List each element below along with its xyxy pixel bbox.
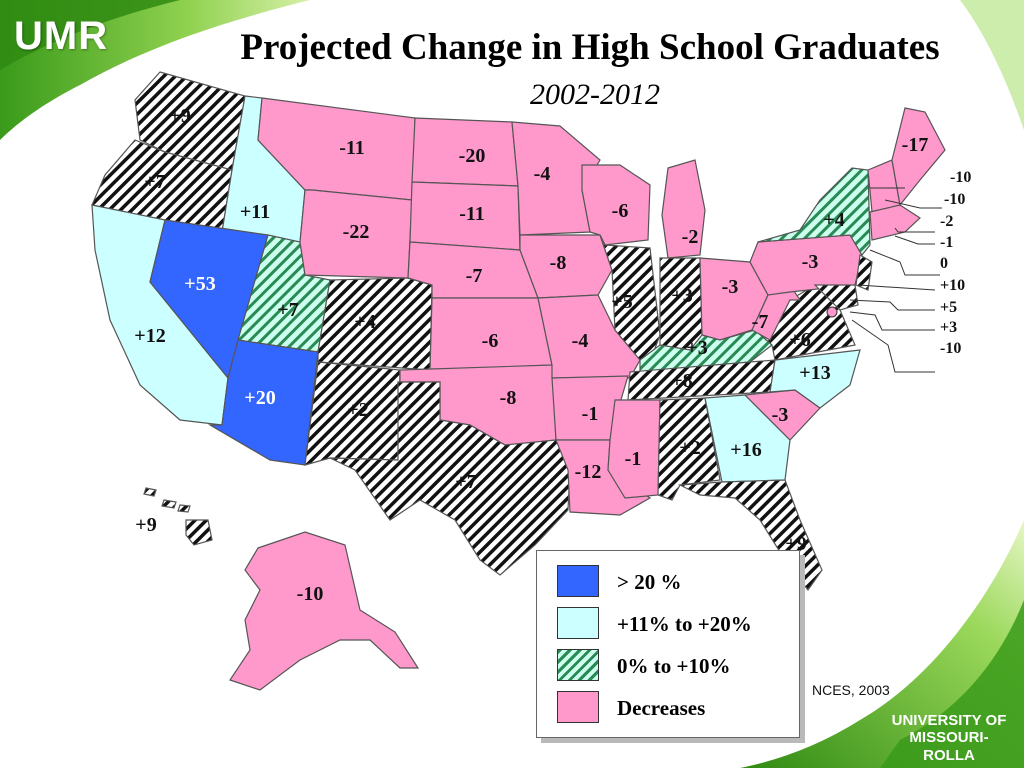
state-az [207,339,319,466]
ne-callout-9: -10 [940,340,962,357]
label-hi: +9 [135,514,157,536]
label-nm: +2 [347,399,369,421]
ne-callout-8: +3 [940,319,958,336]
state-mo [537,294,641,379]
state-me [891,107,946,207]
label-co: +4 [354,311,376,333]
label-nd: -20 [458,145,486,167]
ne-callout-1: -10 [950,169,972,186]
label-ny: +4 [823,209,845,231]
legend: > 20 % +11% to +20% 0% to +10% Decreases [536,550,800,738]
label-al: +2 [679,437,701,459]
label-ca: +12 [134,325,166,347]
label-id: +11 [239,201,271,223]
label-nv: +53 [184,273,216,295]
label-ks: -6 [481,330,499,352]
ne-callout-2: -10 [944,191,966,208]
label-mi: -2 [681,226,699,248]
label-ar: -1 [581,403,599,425]
university-line-2: MISSOURI-ROLLA [909,729,989,764]
ne-callout-4: -1 [940,234,954,251]
ne-callout-6: +10 [940,277,966,294]
ne-callout-5: 0 [940,255,948,272]
legend-label: 0% to +10% [617,654,731,678]
label-tx: +7 [455,471,477,493]
label-tn: +8 [671,370,693,392]
ne-callout-3: -2 [940,213,954,230]
university-logo-text: UNIVERSITY OF MISSOURI-ROLLA [884,712,1014,764]
ne-callout-lines [849,187,942,373]
label-il: +5 [611,291,633,313]
map-subtitle: 2002-2012 [530,78,660,111]
label-ok: -8 [499,387,517,409]
label-me: -17 [901,134,929,156]
label-ms: -1 [624,448,642,470]
legend-swatch-light-cyan [557,607,599,639]
state-tx [329,381,571,576]
label-wi: -6 [611,200,629,222]
legend-swatch-green-hatch [557,649,599,681]
state-ga [704,394,791,483]
label-wy: -22 [342,221,370,243]
label-az: +20 [244,387,276,409]
legend-label: Decreases [617,696,706,720]
state-ak [229,531,420,691]
state-ma-ct-ri [869,204,921,241]
source-citation: NCES, 2003 [812,682,890,698]
label-nc: +13 [799,362,831,384]
legend-swatch-blue [557,565,599,597]
legend-label: +11% to +20% [617,612,752,636]
label-ia: -8 [549,252,567,274]
label-or: +7 [144,171,166,193]
state-hi [143,487,213,546]
label-la: -12 [574,461,602,483]
label-ne: -7 [465,265,483,287]
university-line-1: UNIVERSITY OF [891,712,1007,729]
umr-logo: UMR [14,14,109,58]
label-mo: -4 [571,330,589,352]
state-fl [677,479,823,592]
label-fl: +9 [785,533,807,555]
dc-marker [826,306,838,318]
label-ut: +7 [277,299,299,321]
label-ga: +16 [730,439,762,461]
label-wa: +9 [169,105,191,127]
label-in: +3 [671,285,693,307]
ne-callout-7: +5 [940,299,958,316]
map-title: Projected Change in High School Graduate… [240,27,940,68]
label-mn: -4 [533,163,551,185]
label-sd: -11 [459,203,485,225]
label-pa: -3 [801,251,819,273]
legend-label: > 20 % [617,570,682,594]
label-oh: -3 [721,276,739,298]
label-ak: -10 [296,583,324,605]
state-mi [661,159,706,259]
state-nj [855,254,873,291]
label-va: +6 [789,329,811,351]
state-md-de [813,284,859,311]
label-wv: -7 [751,311,769,333]
label-mt: -11 [339,137,365,159]
label-sc: -3 [771,404,789,426]
label-ky: +3 [686,337,708,359]
legend-swatch-pink [557,691,599,723]
